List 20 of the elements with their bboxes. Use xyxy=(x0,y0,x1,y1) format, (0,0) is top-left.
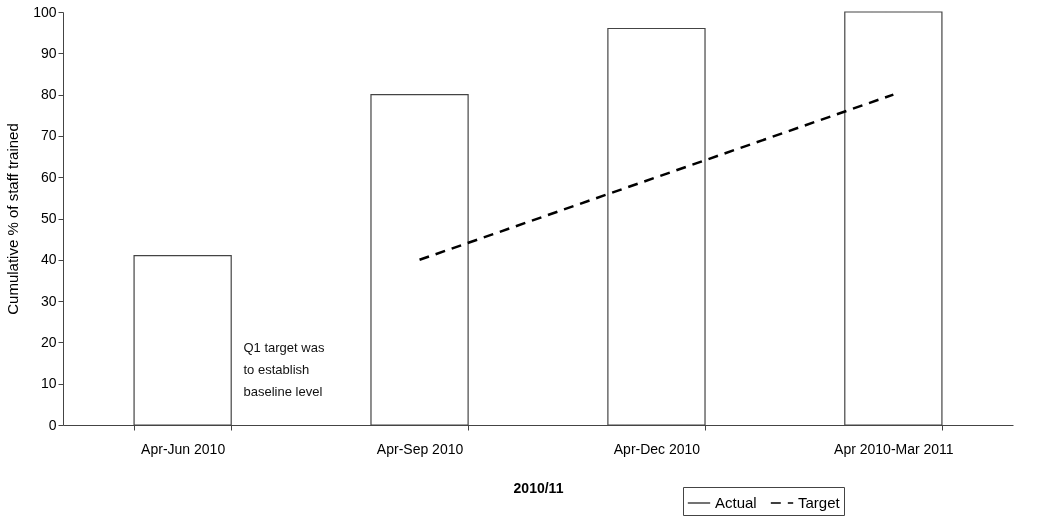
x-tick-label: Apr 2010-Mar 2011 xyxy=(834,440,954,457)
y-tick-label: 20 xyxy=(40,333,57,350)
x-axis-title: 2010/11 xyxy=(513,479,564,496)
x-tick-label: Apr-Dec 2010 xyxy=(613,440,701,457)
y-tick-label: 90 xyxy=(40,44,57,61)
y-tick-label: 0 xyxy=(48,416,57,433)
x-tick-label: Apr-Sep 2010 xyxy=(376,440,464,457)
y-tick-label: 100 xyxy=(33,3,57,20)
y-tick-label: 50 xyxy=(40,210,57,226)
y-tick-label: 30 xyxy=(40,292,57,309)
y-tick-label: 80 xyxy=(40,86,57,103)
legend-label: Target xyxy=(798,494,841,511)
x-tick-label: Apr-Jun 2010 xyxy=(141,440,226,457)
y-tick-label: 60 xyxy=(40,168,57,185)
legend-label: Actual xyxy=(715,494,757,511)
y-tick-label: 10 xyxy=(40,375,57,392)
y-tick-label: 70 xyxy=(40,127,57,144)
y-tick-label: 40 xyxy=(40,251,57,268)
annotation: Q1 target was to establish baseline level xyxy=(243,340,325,400)
y-axis-title: Cumulative % of staff trained xyxy=(4,123,22,315)
